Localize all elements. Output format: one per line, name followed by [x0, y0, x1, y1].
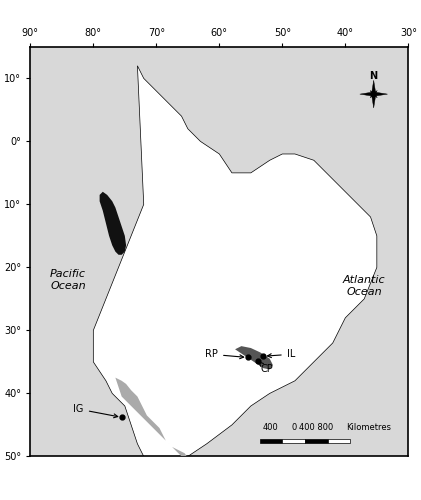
Polygon shape	[371, 80, 376, 94]
Polygon shape	[371, 94, 376, 108]
Polygon shape	[370, 93, 375, 98]
Polygon shape	[93, 66, 377, 469]
Text: 400 800: 400 800	[299, 424, 333, 432]
Bar	[328, 438, 350, 442]
Polygon shape	[100, 192, 126, 255]
Text: 0: 0	[291, 424, 296, 432]
Polygon shape	[373, 90, 377, 95]
Text: 400: 400	[263, 424, 279, 432]
Bar	[305, 438, 328, 442]
Polygon shape	[115, 378, 188, 458]
Text: Atlantic
Ocean: Atlantic Ocean	[343, 276, 386, 297]
Polygon shape	[374, 92, 388, 96]
Text: Pacific
Ocean: Pacific Ocean	[50, 269, 86, 291]
Bar	[260, 438, 282, 442]
Text: CP: CP	[259, 362, 273, 374]
Text: RP: RP	[205, 350, 244, 360]
Text: Kilometres: Kilometres	[346, 424, 391, 432]
Polygon shape	[370, 90, 375, 95]
Polygon shape	[373, 93, 377, 98]
Text: IG: IG	[74, 404, 118, 418]
Bar	[282, 438, 305, 442]
Polygon shape	[235, 346, 273, 370]
Polygon shape	[360, 92, 374, 96]
Text: IL: IL	[267, 350, 295, 360]
Text: N: N	[370, 71, 378, 81]
